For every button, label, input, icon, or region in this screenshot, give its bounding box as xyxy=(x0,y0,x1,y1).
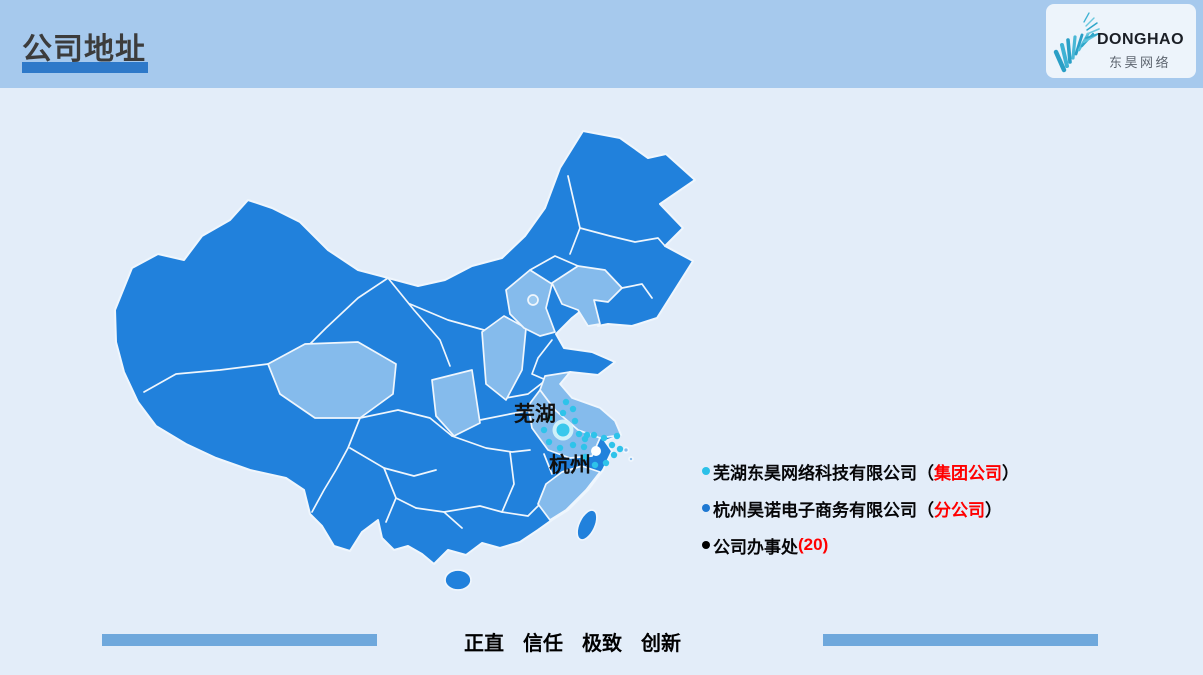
slogan-word: 创新 xyxy=(641,633,681,655)
province-borders xyxy=(143,175,666,529)
legend-highlight: (20) xyxy=(798,535,829,554)
legend-text: 公司办事处 xyxy=(713,537,798,557)
wuhu-marker xyxy=(540,398,591,452)
footer-bar-right xyxy=(823,634,1098,646)
taiwan-island xyxy=(576,509,598,541)
hainan-island xyxy=(444,569,472,591)
legend-bullet-blue xyxy=(702,504,710,512)
wuhu-label: 芜湖 xyxy=(514,403,556,426)
page-title: 公司地址 xyxy=(22,33,146,66)
legend-item-group-company: 芜湖东昊网络科技有限公司（集团公司） xyxy=(702,460,1019,483)
footer-bar-left xyxy=(102,634,377,646)
legend-text: 杭州昊诺电子商务有限公司 xyxy=(713,500,917,520)
hangzhou-marker xyxy=(581,431,624,469)
legend-item-offices: 公司办事处 (20) xyxy=(702,534,1019,557)
legend-bullet-black xyxy=(702,541,710,549)
header-band xyxy=(0,0,1203,88)
light-provinces xyxy=(267,265,634,521)
map-legend: 芜湖东昊网络科技有限公司（集团公司） 杭州昊诺电子商务有限公司（分公司） 公司办… xyxy=(702,460,1019,571)
slogan: 正直 信任 极致 创新 xyxy=(464,627,681,656)
slogan-word: 信任 xyxy=(523,633,563,655)
islands xyxy=(444,509,598,591)
legend-highlight: 集团公司 xyxy=(934,463,1002,483)
company-logo: DONGHAO 东昊网络 xyxy=(1046,4,1196,78)
legend-bullet-cyan xyxy=(702,467,710,475)
fan-feather-icon xyxy=(1053,12,1100,73)
hangzhou-label: 杭州 xyxy=(549,453,591,477)
china-map: 芜湖 杭州 xyxy=(100,118,700,610)
title-underline xyxy=(22,62,148,73)
legend-highlight: 分公司 xyxy=(934,500,985,520)
logo-name: DONGHAO xyxy=(1097,31,1185,48)
mainland-shape xyxy=(114,130,696,565)
logo-subtitle: 东昊网络 xyxy=(1109,55,1172,70)
legend-item-branch-company: 杭州昊诺电子商务有限公司（分公司） xyxy=(702,497,1019,520)
legend-text: 芜湖东昊网络科技有限公司 xyxy=(713,463,917,483)
slogan-word: 极致 xyxy=(582,633,622,655)
slogan-word: 正直 xyxy=(464,633,504,655)
